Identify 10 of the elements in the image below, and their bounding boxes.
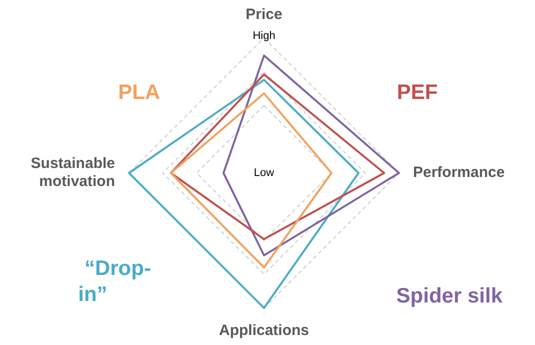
text: High	[252, 30, 276, 42]
text: PLA	[118, 80, 160, 104]
text: Spider silk	[396, 284, 503, 308]
spoke-label: Applications	[218, 322, 310, 340]
spoke-label: Sustainable motivation	[30, 155, 115, 190]
spoke-label: Price	[246, 6, 282, 24]
text: PEF	[396, 80, 438, 104]
spoke-label: Performance	[413, 164, 505, 182]
text: “Drop-in”	[78, 256, 151, 306]
text: Low	[254, 167, 274, 180]
